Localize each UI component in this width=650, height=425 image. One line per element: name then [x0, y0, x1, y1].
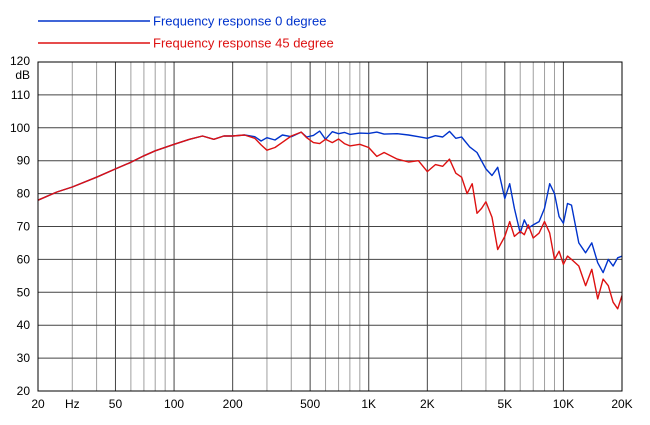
legend: Frequency response 0 degree Frequency res…	[38, 14, 334, 51]
y-tick-label: 40	[17, 318, 31, 332]
x-tick-label: 5K	[497, 397, 512, 411]
x-tick-label: 100	[164, 397, 184, 411]
y-tick-label: 100	[10, 121, 30, 135]
y-tick-label: 30	[17, 351, 31, 365]
y-tick-label: 20	[17, 384, 31, 398]
x-tick-label: 200	[223, 397, 243, 411]
y-tick-label: 120	[10, 54, 30, 68]
x-axis-tick-labels: 20 Hz 50 100 200 500 1K 2K 5K 10K 20K	[31, 397, 632, 411]
grid-major	[37, 61, 623, 392]
plot-frame	[37, 61, 623, 392]
y-axis-tick-labels: 20 30 40 50 60 70 80 90 100 110 120	[10, 54, 30, 398]
y-tick-label: 110	[11, 88, 30, 102]
x-tick-label: 10K	[553, 397, 574, 411]
x-tick-label: Hz	[65, 397, 80, 411]
series-layer	[37, 130, 623, 310]
x-tick-label: 2K	[420, 397, 435, 411]
x-tick-label: 20K	[611, 397, 632, 411]
x-tick-label: 500	[300, 397, 320, 411]
legend-entry-0: Frequency response 0 degree	[153, 14, 326, 29]
y-axis-unit-label: dB	[15, 68, 30, 82]
y-tick-label: 50	[17, 285, 31, 299]
y-tick-label: 60	[17, 252, 31, 266]
series-line-0	[37, 130, 623, 274]
x-tick-label: 20	[31, 397, 45, 411]
series-line-1	[37, 131, 623, 310]
y-tick-label: 70	[17, 220, 31, 234]
x-tick-label: 50	[109, 397, 123, 411]
y-tick-label: 80	[17, 187, 31, 201]
x-tick-label: 1K	[361, 397, 376, 411]
legend-entry-1: Frequency response 45 degree	[153, 36, 334, 51]
y-tick-label: 90	[17, 154, 31, 168]
